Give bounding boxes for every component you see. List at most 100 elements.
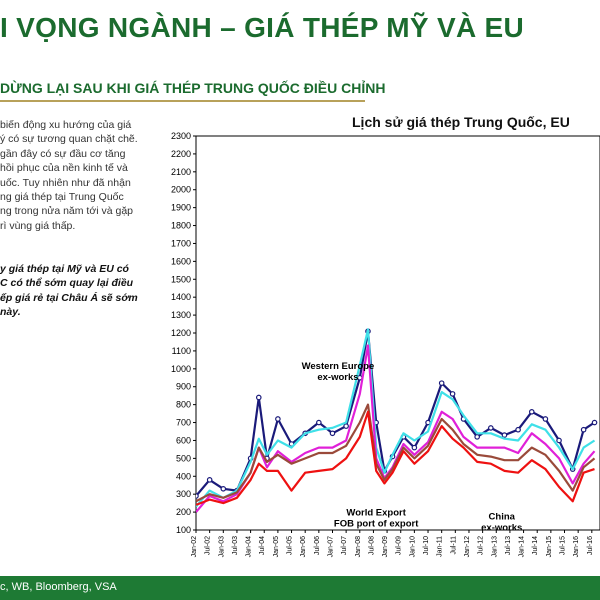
y-tick-label: 1400 [171,292,191,302]
x-tick-label: Jan-06 [300,536,307,558]
x-tick-label: Jan-14 [519,536,526,558]
series-point [196,493,199,499]
series-point [438,380,445,386]
y-tick-label: 1700 [171,238,191,248]
y-tick-label: 100 [176,525,191,535]
y-tick-label: 600 [176,435,191,445]
y-tick-label: 2300 [171,131,191,141]
series-point [206,477,213,483]
series-point [411,444,418,451]
y-tick-label: 1500 [171,274,191,284]
x-tick-label: Jul-06 [314,536,321,555]
annotation-sublabel: ex-works [317,372,358,383]
x-tick-label: Jan-08 [355,536,362,558]
body-line: rì vùng giá thấp. [0,219,76,232]
y-tick-label: 900 [176,382,191,392]
y-tick-label: 2000 [171,185,191,195]
series-point [515,426,521,433]
x-tick-label: Jan-10 [409,536,416,558]
highlight-line: ếp giá rẻ tại Châu Á sẽ sớm [0,291,138,304]
highlight-line: y giá thép tại Mỹ và EU có [0,263,129,275]
series-line [196,328,596,508]
body-line: hồi phục của nền kinh tế và [0,162,128,175]
plot-frame [195,135,600,531]
x-tick-label: Jul-12 [478,536,485,555]
series-point [220,486,227,492]
series-point [501,432,508,438]
x-tick-label: Jul-09 [396,536,403,555]
y-tick-label: 1200 [171,328,191,338]
x-tick-label: Jul-07 [341,536,348,555]
y-tick-label: 500 [176,453,191,463]
x-tick-label: Jul-05 [287,536,294,555]
chart-title: Lịch sử giá thép Trung Quốc, EU [352,114,570,130]
annotation-label: China [489,511,516,522]
series-line [196,344,596,513]
y-tick-label: 2100 [171,167,191,177]
y-tick-label: 700 [176,418,191,428]
body-line: gần đây có sự đầu cơ tăng [0,147,126,160]
x-tick-label: Jul-08 [368,536,375,555]
y-tick-label: 1600 [171,256,191,266]
subtitle-underline [0,100,365,102]
x-tick-label: Jul-03 [232,536,239,555]
x-tick-label: Jul-14 [532,536,539,555]
series-point [343,423,349,429]
highlight-line: C có thể sớm quay lại điều [0,277,134,290]
x-tick-label: Jan-05 [273,536,280,558]
series-point [528,408,535,415]
annotation-sublabel: FOB port of export [334,519,419,530]
series-point [449,391,456,397]
x-tick-label: Jan-02 [191,536,198,558]
y-tick-label: 2200 [171,149,191,159]
x-tick-label: Jan-12 [464,536,471,558]
page-title: I VỌNG NGÀNH – GIÁ THÉP MỸ VÀ EU [0,12,525,43]
body-line: biến động xu hướng của giá [0,119,132,131]
footer-bar: c, WB, Bloomberg, VSA [0,576,600,600]
x-tick-label: Jan-16 [573,536,580,558]
section-subtitle: DỪNG LẠI SAU KHI GIÁ THÉP TRUNG QUỐC ĐIỀ… [0,80,386,96]
body-line: ng giá thép tại Trung Quốc [0,191,124,204]
series-point [591,419,598,426]
x-tick-label: Jan-03 [218,536,225,558]
highlight-line: này. [0,306,21,319]
y-tick-label: 800 [176,400,191,410]
series-line [196,410,595,506]
x-tick-label: Jan-13 [491,536,498,558]
x-tick-label: Jul-11 [450,536,457,555]
series-point [329,430,336,437]
x-tick-label: Jul-15 [560,536,567,555]
x-tick-label: Jul-02 [205,536,212,555]
series-point [488,425,494,431]
highlight-paragraph: y giá thép tại Mỹ và EU có C có thể sớm … [0,262,160,320]
body-paragraph: biến động xu hướng của giá ý có sự tương… [0,118,158,233]
source-text: c, WB, Bloomberg, VSA [0,581,117,593]
series-point [316,419,322,426]
annotation-label: World Export [346,508,406,519]
series-point [275,416,281,422]
x-tick-label: Jan-07 [327,536,334,558]
y-tick-label: 200 [176,507,191,517]
x-tick-label: Jul-04 [259,536,266,555]
y-tick-label: 1900 [171,203,191,213]
x-tick-label: Jan-04 [246,536,253,558]
series-point [556,437,562,444]
x-tick-label: Jul-13 [505,536,512,555]
steel-price-chart: Lịch sử giá thép Trung Quốc, EU 100 200 300… [160,104,600,576]
y-tick-label: 1800 [171,221,191,231]
series-line [196,403,596,503]
annotation-label: Western Europe [302,361,375,372]
chart-svg: Lịch sử giá thép Trung Quốc, EU 100 200 300… [171,114,600,558]
y-tick-label: 1300 [171,310,191,320]
x-tick-label: Jan-15 [546,536,553,558]
series-point [542,416,549,422]
y-tick-label: 400 [176,471,191,481]
body-line: ý có sự tương quan chặt chẽ. [0,133,138,146]
x-tick-label: Jan-11 [437,536,444,557]
series-point [580,426,587,433]
x-tick-label: Jul-10 [423,536,430,555]
series-point [255,394,262,401]
annotation-sublabel: ex-works [481,522,522,533]
y-tick-label: 1000 [171,364,191,374]
x-tick-label: Jan-09 [382,536,389,558]
